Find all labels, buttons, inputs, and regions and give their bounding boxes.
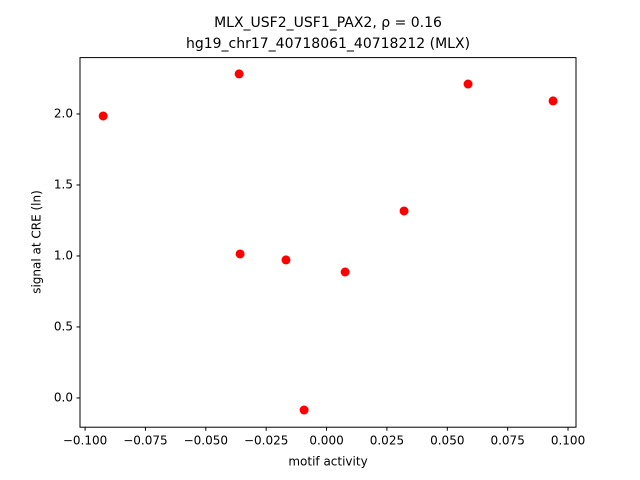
x-tick-label: −0.050 — [184, 434, 228, 448]
y-tick-label: 1.5 — [54, 177, 73, 191]
chart-subtitle: hg19_chr17_40718061_40718212 (MLX) — [186, 36, 470, 52]
y-tick-label: 0.5 — [54, 319, 73, 333]
y-tick-label: 2.0 — [54, 106, 73, 120]
x-tick-label: 0.025 — [370, 434, 404, 448]
x-axis-label: motif activity — [288, 455, 367, 469]
y-tick-label: 0.0 — [54, 390, 73, 404]
point — [281, 255, 291, 265]
x-tick-label: −0.025 — [244, 434, 288, 448]
point — [548, 96, 558, 106]
point — [235, 249, 245, 259]
point — [299, 405, 309, 415]
chart-title: MLX_USF2_USF1_PAX2, ρ = 0.16 — [214, 15, 442, 31]
point — [98, 111, 108, 121]
point — [399, 206, 409, 216]
x-tick-label: 0.100 — [551, 434, 585, 448]
x-tick-label: 0.000 — [309, 434, 343, 448]
y-tick-label: 1.0 — [54, 248, 73, 262]
plot-frame — [79, 57, 577, 428]
x-tick-label: −0.100 — [63, 434, 107, 448]
point — [340, 267, 350, 277]
point — [234, 69, 244, 79]
x-tick-label: 0.075 — [490, 434, 524, 448]
x-tick-label: −0.075 — [123, 434, 167, 448]
y-axis-label: signal at CRE (ln) — [30, 190, 44, 294]
x-tick-label: 0.050 — [430, 434, 464, 448]
point — [463, 79, 473, 89]
